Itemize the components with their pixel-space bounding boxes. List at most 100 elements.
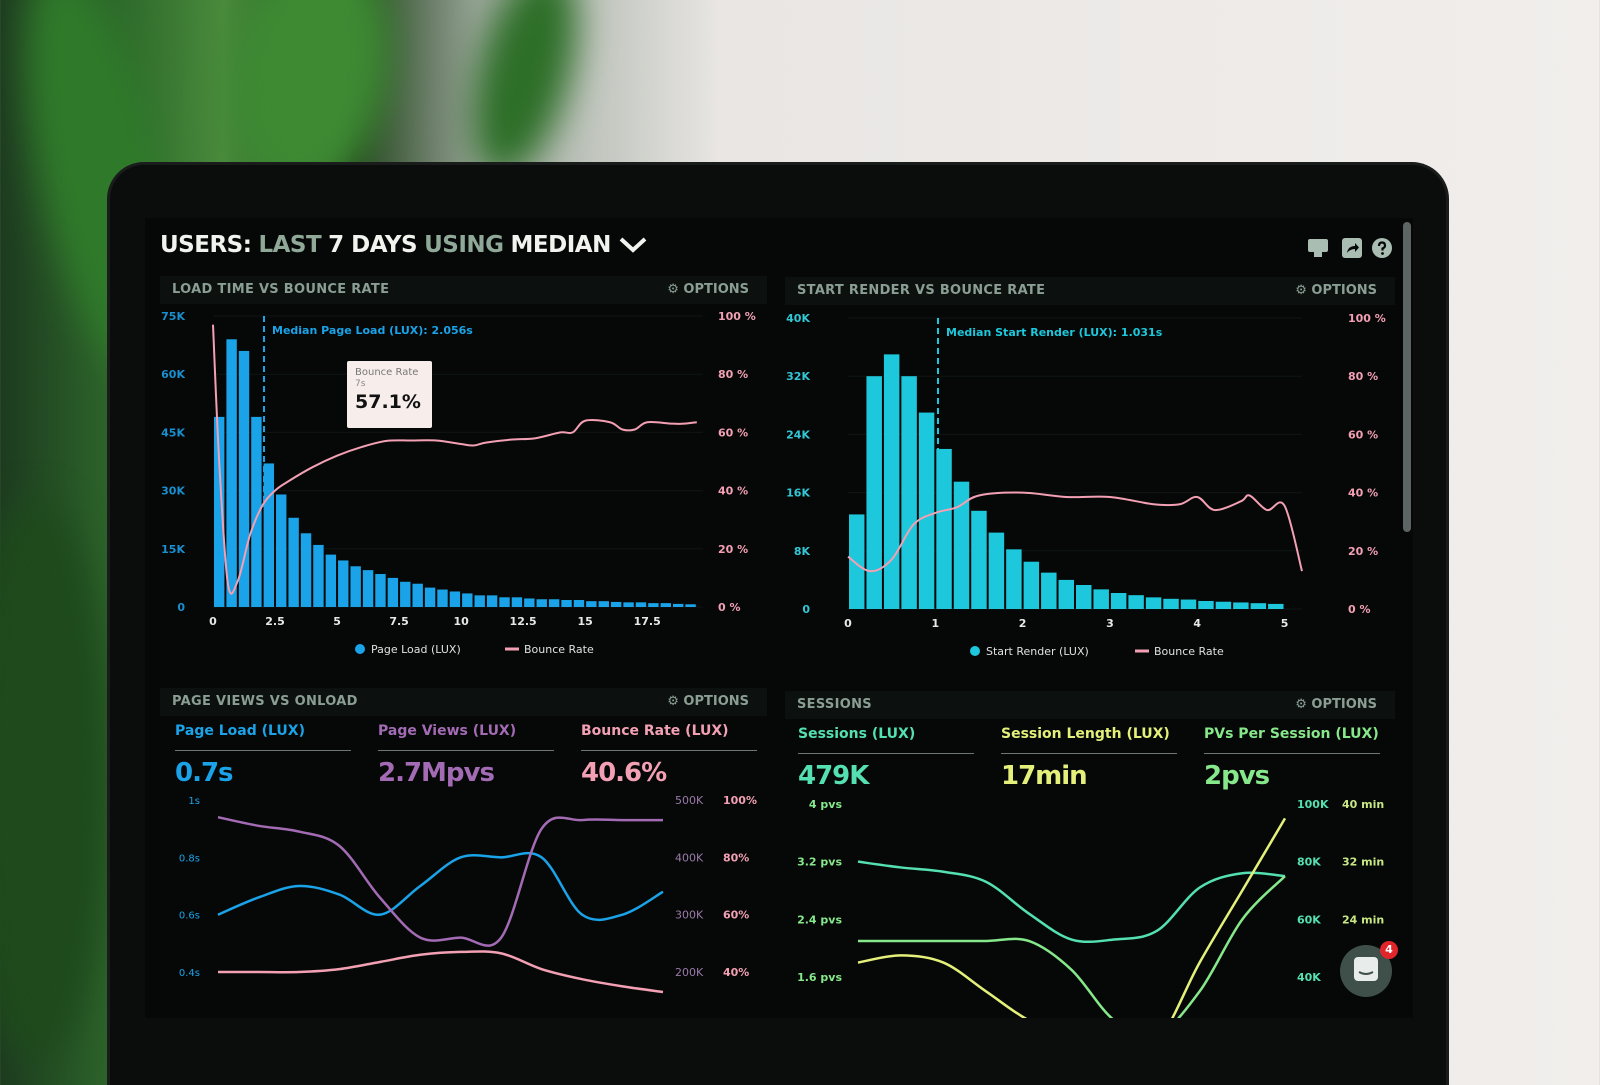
- chevron-down-icon[interactable]: [618, 236, 648, 254]
- histogram-bar: [1215, 601, 1232, 609]
- options-label: OPTIONS: [1311, 697, 1377, 712]
- options-button[interactable]: ⚙ OPTIONS: [1295, 697, 1377, 712]
- histogram-bar: [936, 448, 952, 609]
- plant-leaf: [453, 0, 597, 188]
- histogram-bar: [1198, 600, 1214, 609]
- histogram-bar: [1041, 572, 1057, 609]
- metric-value: 0.7s: [175, 758, 234, 788]
- series-line: [857, 860, 1286, 944]
- histogram-bar: [300, 533, 312, 607]
- legend-label: Start Render (LUX): [986, 645, 1089, 658]
- x-tick-label: 0: [209, 615, 217, 628]
- histogram-bar: [1006, 549, 1022, 609]
- y3-tick-label: 40 min: [1342, 798, 1384, 811]
- dashboard-screen: USERS: LAST 7 DAYS USING MEDIAN LOAD TIM…: [145, 218, 1413, 1018]
- title-part: MEDIAN: [510, 232, 612, 258]
- histogram-bar: [623, 602, 634, 607]
- y-tick-label: 32K: [786, 370, 810, 383]
- histogram-bar: [849, 514, 865, 609]
- y-tick-label: 1s: [188, 796, 200, 807]
- metric-label: Page Views (LUX): [378, 723, 517, 739]
- histogram-bar: [424, 587, 436, 607]
- metric-label: Sessions (LUX): [798, 726, 916, 742]
- histogram-bar: [362, 570, 374, 607]
- series-line: [857, 817, 1287, 1018]
- x-tick-label: 2.5: [265, 615, 285, 628]
- histogram-bar: [586, 601, 597, 607]
- title-part: 7 DAYS: [328, 232, 418, 258]
- histogram-bar: [474, 595, 485, 607]
- histogram-bar: [462, 593, 473, 607]
- plant-leaf: [0, 500, 110, 1060]
- histogram-bar: [387, 577, 399, 607]
- histogram-bar: [1180, 599, 1197, 609]
- metric-value: 2.7Mpvs: [378, 758, 495, 788]
- options-button[interactable]: ⚙ OPTIONS: [1295, 283, 1377, 298]
- y3-tick-label: 100%: [723, 794, 757, 807]
- y-tick-label: 75K: [161, 310, 185, 323]
- options-button[interactable]: ⚙ OPTIONS: [667, 282, 749, 297]
- metric-divider: [378, 750, 554, 751]
- y2-tick-label: 20 %: [718, 543, 748, 556]
- y-tick-label: 0: [177, 601, 185, 614]
- histogram-bar: [548, 599, 560, 607]
- monitor-icon[interactable]: [1307, 238, 1329, 258]
- tooltip-sub: 7s: [355, 379, 366, 389]
- y2-tick-label: 80K: [1297, 856, 1321, 869]
- y2-tick-label: 80 %: [1348, 370, 1378, 383]
- metric-divider: [1204, 753, 1380, 754]
- metric-value: 40.6%: [581, 758, 667, 788]
- histogram-bar: [1023, 561, 1040, 609]
- metric-divider: [581, 750, 757, 751]
- tooltip-title: Bounce Rate: [355, 367, 419, 378]
- histogram-bar: [635, 602, 647, 607]
- histogram-bar: [226, 339, 237, 607]
- legend-label: Bounce Rate: [524, 643, 594, 656]
- y-tick-label: 2.4 pvs: [797, 913, 842, 926]
- y-tick-label: 1.6 pvs: [797, 971, 842, 984]
- histogram-bar: [1250, 603, 1267, 609]
- histogram-bar: [660, 603, 671, 607]
- y-tick-label: 0.4s: [179, 968, 200, 979]
- metric-label: PVs Per Session (LUX): [1204, 726, 1379, 742]
- histogram-bar: [918, 412, 935, 609]
- y2-tick-label: 20 %: [1348, 545, 1378, 558]
- y-tick-label: 3.2 pvs: [797, 856, 842, 869]
- series-line: [858, 875, 1286, 1018]
- share-icon[interactable]: [1342, 238, 1362, 258]
- histogram-bar: [499, 597, 510, 607]
- histogram-bar: [350, 566, 361, 607]
- metric-value: 479K: [798, 761, 869, 791]
- y3-tick-label: 80%: [723, 851, 749, 864]
- y-tick-label: 0: [802, 603, 810, 616]
- title-part: LAST: [258, 232, 322, 258]
- histogram-bar: [437, 589, 448, 607]
- help-icon[interactable]: [1372, 238, 1392, 258]
- histogram-bar: [901, 376, 917, 609]
- y-tick-label: 40K: [786, 312, 810, 325]
- y3-tick-label: 32 min: [1342, 856, 1384, 869]
- y2-tick-label: 100 %: [718, 310, 756, 323]
- panel-header-load-time: LOAD TIME VS BOUNCE RATE ⚙ OPTIONS: [160, 276, 767, 304]
- legend-marker: [355, 644, 365, 654]
- histogram-bar: [1128, 595, 1144, 609]
- histogram-bar: [1233, 602, 1249, 609]
- y2-tick-label: 200K: [675, 966, 704, 979]
- tooltip-value: 57.1%: [355, 391, 421, 413]
- chat-button[interactable]: 4: [1340, 941, 1398, 997]
- y-tick-label: 0.6s: [179, 911, 200, 922]
- scrollbar[interactable]: [1403, 222, 1411, 532]
- histogram-bar: [648, 603, 659, 607]
- histogram-bar: [883, 354, 900, 609]
- histogram-bar: [1093, 589, 1109, 609]
- y2-tick-label: 60 %: [1348, 428, 1378, 441]
- page-title[interactable]: USERS: LAST 7 DAYS USING MEDIAN: [160, 232, 648, 258]
- histogram-bar: [685, 604, 696, 607]
- metric-label: Page Load (LUX): [175, 723, 305, 739]
- options-button[interactable]: ⚙ OPTIONS: [667, 694, 749, 709]
- histogram-bar: [866, 376, 882, 609]
- histogram-bar: [263, 463, 275, 607]
- x-tick-label: 17.5: [634, 615, 661, 628]
- y3-tick-label: 60%: [723, 909, 749, 922]
- x-tick-label: 2: [1019, 617, 1027, 630]
